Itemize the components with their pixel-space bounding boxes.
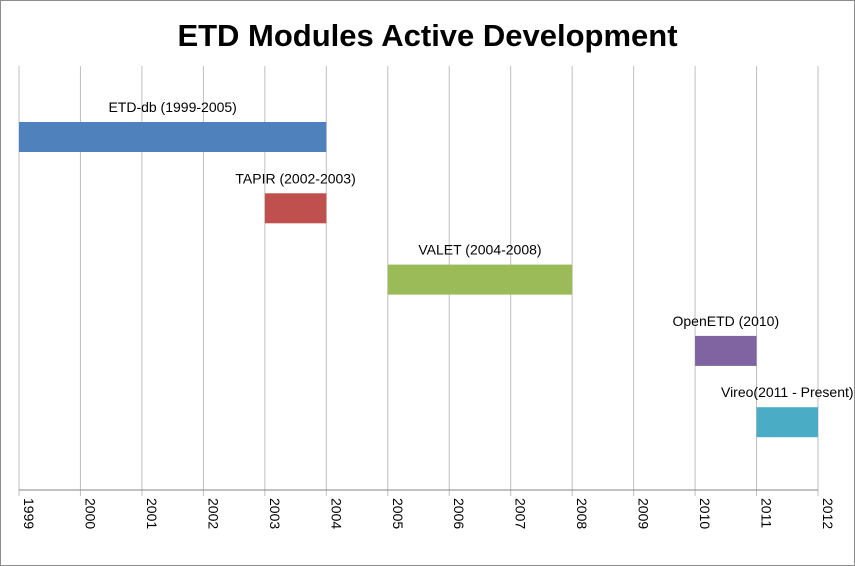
bar-labels: ETD-db (1999-2005) TAPIR (2002-2003) VALET… <box>108 99 853 400</box>
gantt-bar <box>264 193 327 224</box>
gantt-bar <box>695 335 757 366</box>
x-tick-label: 2008 <box>574 498 590 529</box>
chart-title: ETD Modules Active Development <box>177 18 678 53</box>
gantt-bar <box>756 407 818 438</box>
gantt-bar <box>19 122 327 152</box>
bars <box>19 122 818 438</box>
x-tick-label: 1999 <box>21 498 37 529</box>
x-tick-label: 2002 <box>205 498 221 529</box>
x-tick-label: 2012 <box>820 498 836 529</box>
x-tick-label: 2009 <box>636 498 652 529</box>
bar-data-label: ETD-db (1999-2005) <box>108 99 236 115</box>
bar-data-label: VALET (2004-2008) <box>418 242 541 258</box>
x-tick-label: 2001 <box>144 498 160 529</box>
bar-data-label: OpenETD (2010) <box>673 313 780 329</box>
x-tick-label: 2000 <box>82 498 98 529</box>
x-tick-label: 2006 <box>451 498 467 529</box>
x-tick-label: 2004 <box>328 498 344 529</box>
x-tick-label: 2011 <box>759 498 775 528</box>
x-tick-label: 2010 <box>697 498 713 529</box>
bar-data-label: Vireo(2011 - Present) <box>721 384 854 400</box>
gantt-bar <box>387 264 573 295</box>
x-tick-labels: 1999 2000 2001 2002 2003 2004 2005 2006 2007 2008… <box>21 498 836 529</box>
bar-data-label: TAPIR (2002-2003) <box>235 170 355 186</box>
x-tick-label: 2005 <box>390 498 406 529</box>
x-tick-label: 2003 <box>267 498 283 529</box>
x-tick-label: 2007 <box>513 498 529 529</box>
